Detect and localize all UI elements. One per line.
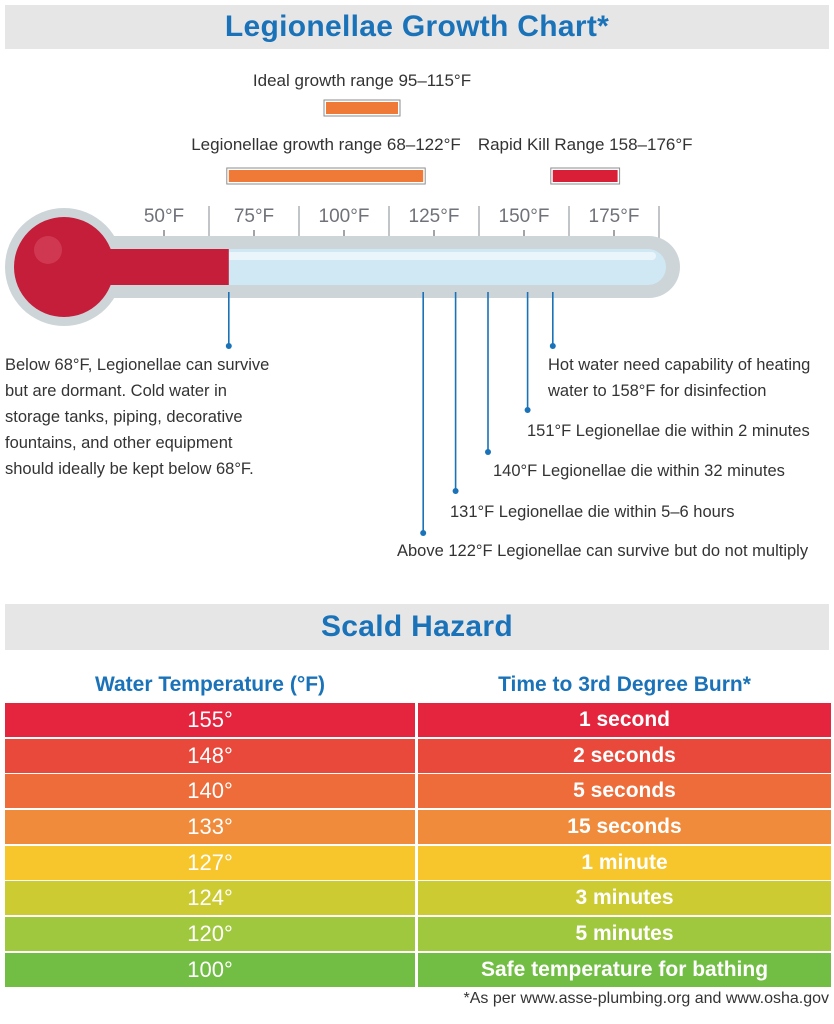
range-bar-1 xyxy=(228,170,424,182)
table-row: 133° 15 seconds xyxy=(5,810,831,845)
marker-note-line: water to 158°F for disinfection xyxy=(548,382,767,400)
table-row: 100° Safe temperature for bathing xyxy=(5,952,831,987)
burn-time-cell: 3 minutes xyxy=(418,881,831,916)
scald-hazard-title-band: Scald Hazard xyxy=(5,604,829,650)
marker-dot-140 xyxy=(485,449,491,455)
marker-dot-122 xyxy=(420,530,427,536)
marker-note-line: Above 122°F Legionellae can survive but … xyxy=(397,542,809,560)
temperature-cell: 155° xyxy=(5,703,415,737)
marker-note-line: 140°F Legionellae die within 32 minutes xyxy=(493,462,785,480)
marker-note-line: storage tanks, piping, decorative xyxy=(5,408,243,426)
thermometer-bulb xyxy=(14,217,114,317)
marker-note-68: Below 68°F, Legionellae can survive but a… xyxy=(5,352,269,482)
marker-dot-131 xyxy=(452,488,459,494)
header-water-temperature: Water Temperature (°F) xyxy=(94,673,326,696)
range-label-2: Rapid Kill Range 158–176°F xyxy=(478,135,693,154)
marker-note-line: should ideally be kept below 68°F. xyxy=(5,460,254,478)
thermometer-diagram: Ideal growth range 95–115°F Legionellae g… xyxy=(5,71,693,536)
table-row: 127° 1 minute xyxy=(5,845,831,880)
marker-note-131: 131°F Legionellae die within 5–6 hours xyxy=(450,499,735,525)
marker-note-line: 151°F Legionellae die within 2 minutes xyxy=(527,422,810,440)
temperature-cell: 120° xyxy=(5,917,415,952)
marker-note-line: fountains, and other equipment xyxy=(5,434,233,452)
header-time-to-burn: Time to 3rd Degree Burn* xyxy=(498,673,751,696)
table-row: 120° 5 minutes xyxy=(5,917,831,952)
growth-chart-title: Legionellae Growth Chart* xyxy=(224,10,610,43)
thermometer-tube-highlight xyxy=(90,252,656,260)
marker-note-line: Below 68°F, Legionellae can survive xyxy=(5,356,270,374)
marker-note-line: Hot water need capability of heating xyxy=(548,356,811,374)
table-row: 155° 1 second xyxy=(5,703,831,737)
growth-chart-title-band: Legionellae Growth Chart* xyxy=(5,5,829,49)
table-row: 140° 5 seconds xyxy=(5,774,831,809)
burn-time-cell: 2 seconds xyxy=(418,738,831,773)
footnote: *As per www.asse-plumbing.org and www.os… xyxy=(463,990,829,1007)
marker-note-line: 131°F Legionellae die within 5–6 hours xyxy=(450,503,735,521)
burn-time-cell: 5 seconds xyxy=(418,774,831,809)
scald-table-headers: Water Temperature (°F) Time to 3rd Degre… xyxy=(0,668,834,702)
tick-label-2: 100°F xyxy=(319,206,370,227)
temperature-cell: 140° xyxy=(5,774,415,809)
temperature-cell: 133° xyxy=(5,810,415,845)
temperature-cell: 127° xyxy=(5,845,415,880)
table-row: 148° 2 seconds xyxy=(5,738,831,773)
temperature-cell: 148° xyxy=(5,738,415,773)
range-label-0: Ideal growth range 95–115°F xyxy=(253,71,471,90)
marker-dot-151 xyxy=(524,407,531,413)
burn-time-cell: 15 seconds xyxy=(418,810,831,845)
tick-label-3: 125°F xyxy=(409,206,460,227)
range-bar-2 xyxy=(552,170,618,182)
range-bar-0 xyxy=(326,102,398,114)
scald-hazard-title: Scald Hazard xyxy=(320,610,513,643)
marker-dot-68 xyxy=(225,343,232,349)
burn-time-cell: Safe temperature for bathing xyxy=(418,952,831,987)
thermometer-bulb-shine xyxy=(34,236,62,264)
range-label-1: Legionellae growth range 68–122°F xyxy=(191,135,461,154)
temperature-cell: 124° xyxy=(5,881,415,916)
burn-time-cell: 5 minutes xyxy=(418,917,831,952)
burn-time-cell: 1 minute xyxy=(418,845,831,880)
marker-note-140: 140°F Legionellae die within 32 minutes xyxy=(493,458,785,484)
table-row: 124° 3 minutes xyxy=(5,881,831,916)
marker-note-151: 151°F Legionellae die within 2 minutes xyxy=(527,418,810,444)
tick-label-5: 175°F xyxy=(589,206,640,227)
tick-label-0: 50°F xyxy=(144,206,184,227)
tick-label-1: 75°F xyxy=(234,206,274,227)
scald-hazard-table: 155° 1 second 148° 2 seconds 140° 5 seconds 13… xyxy=(5,703,831,989)
marker-dot-158 xyxy=(549,343,556,349)
tick-label-4: 150°F xyxy=(499,206,550,227)
marker-note-158: Hot water need capability of heating wate… xyxy=(548,352,810,404)
burn-time-cell: 1 second xyxy=(418,703,831,737)
marker-note-122: Above 122°F Legionellae can survive but … xyxy=(397,538,808,564)
marker-note-line: but are dormant. Cold water in xyxy=(5,382,227,400)
temperature-cell: 100° xyxy=(5,952,415,987)
